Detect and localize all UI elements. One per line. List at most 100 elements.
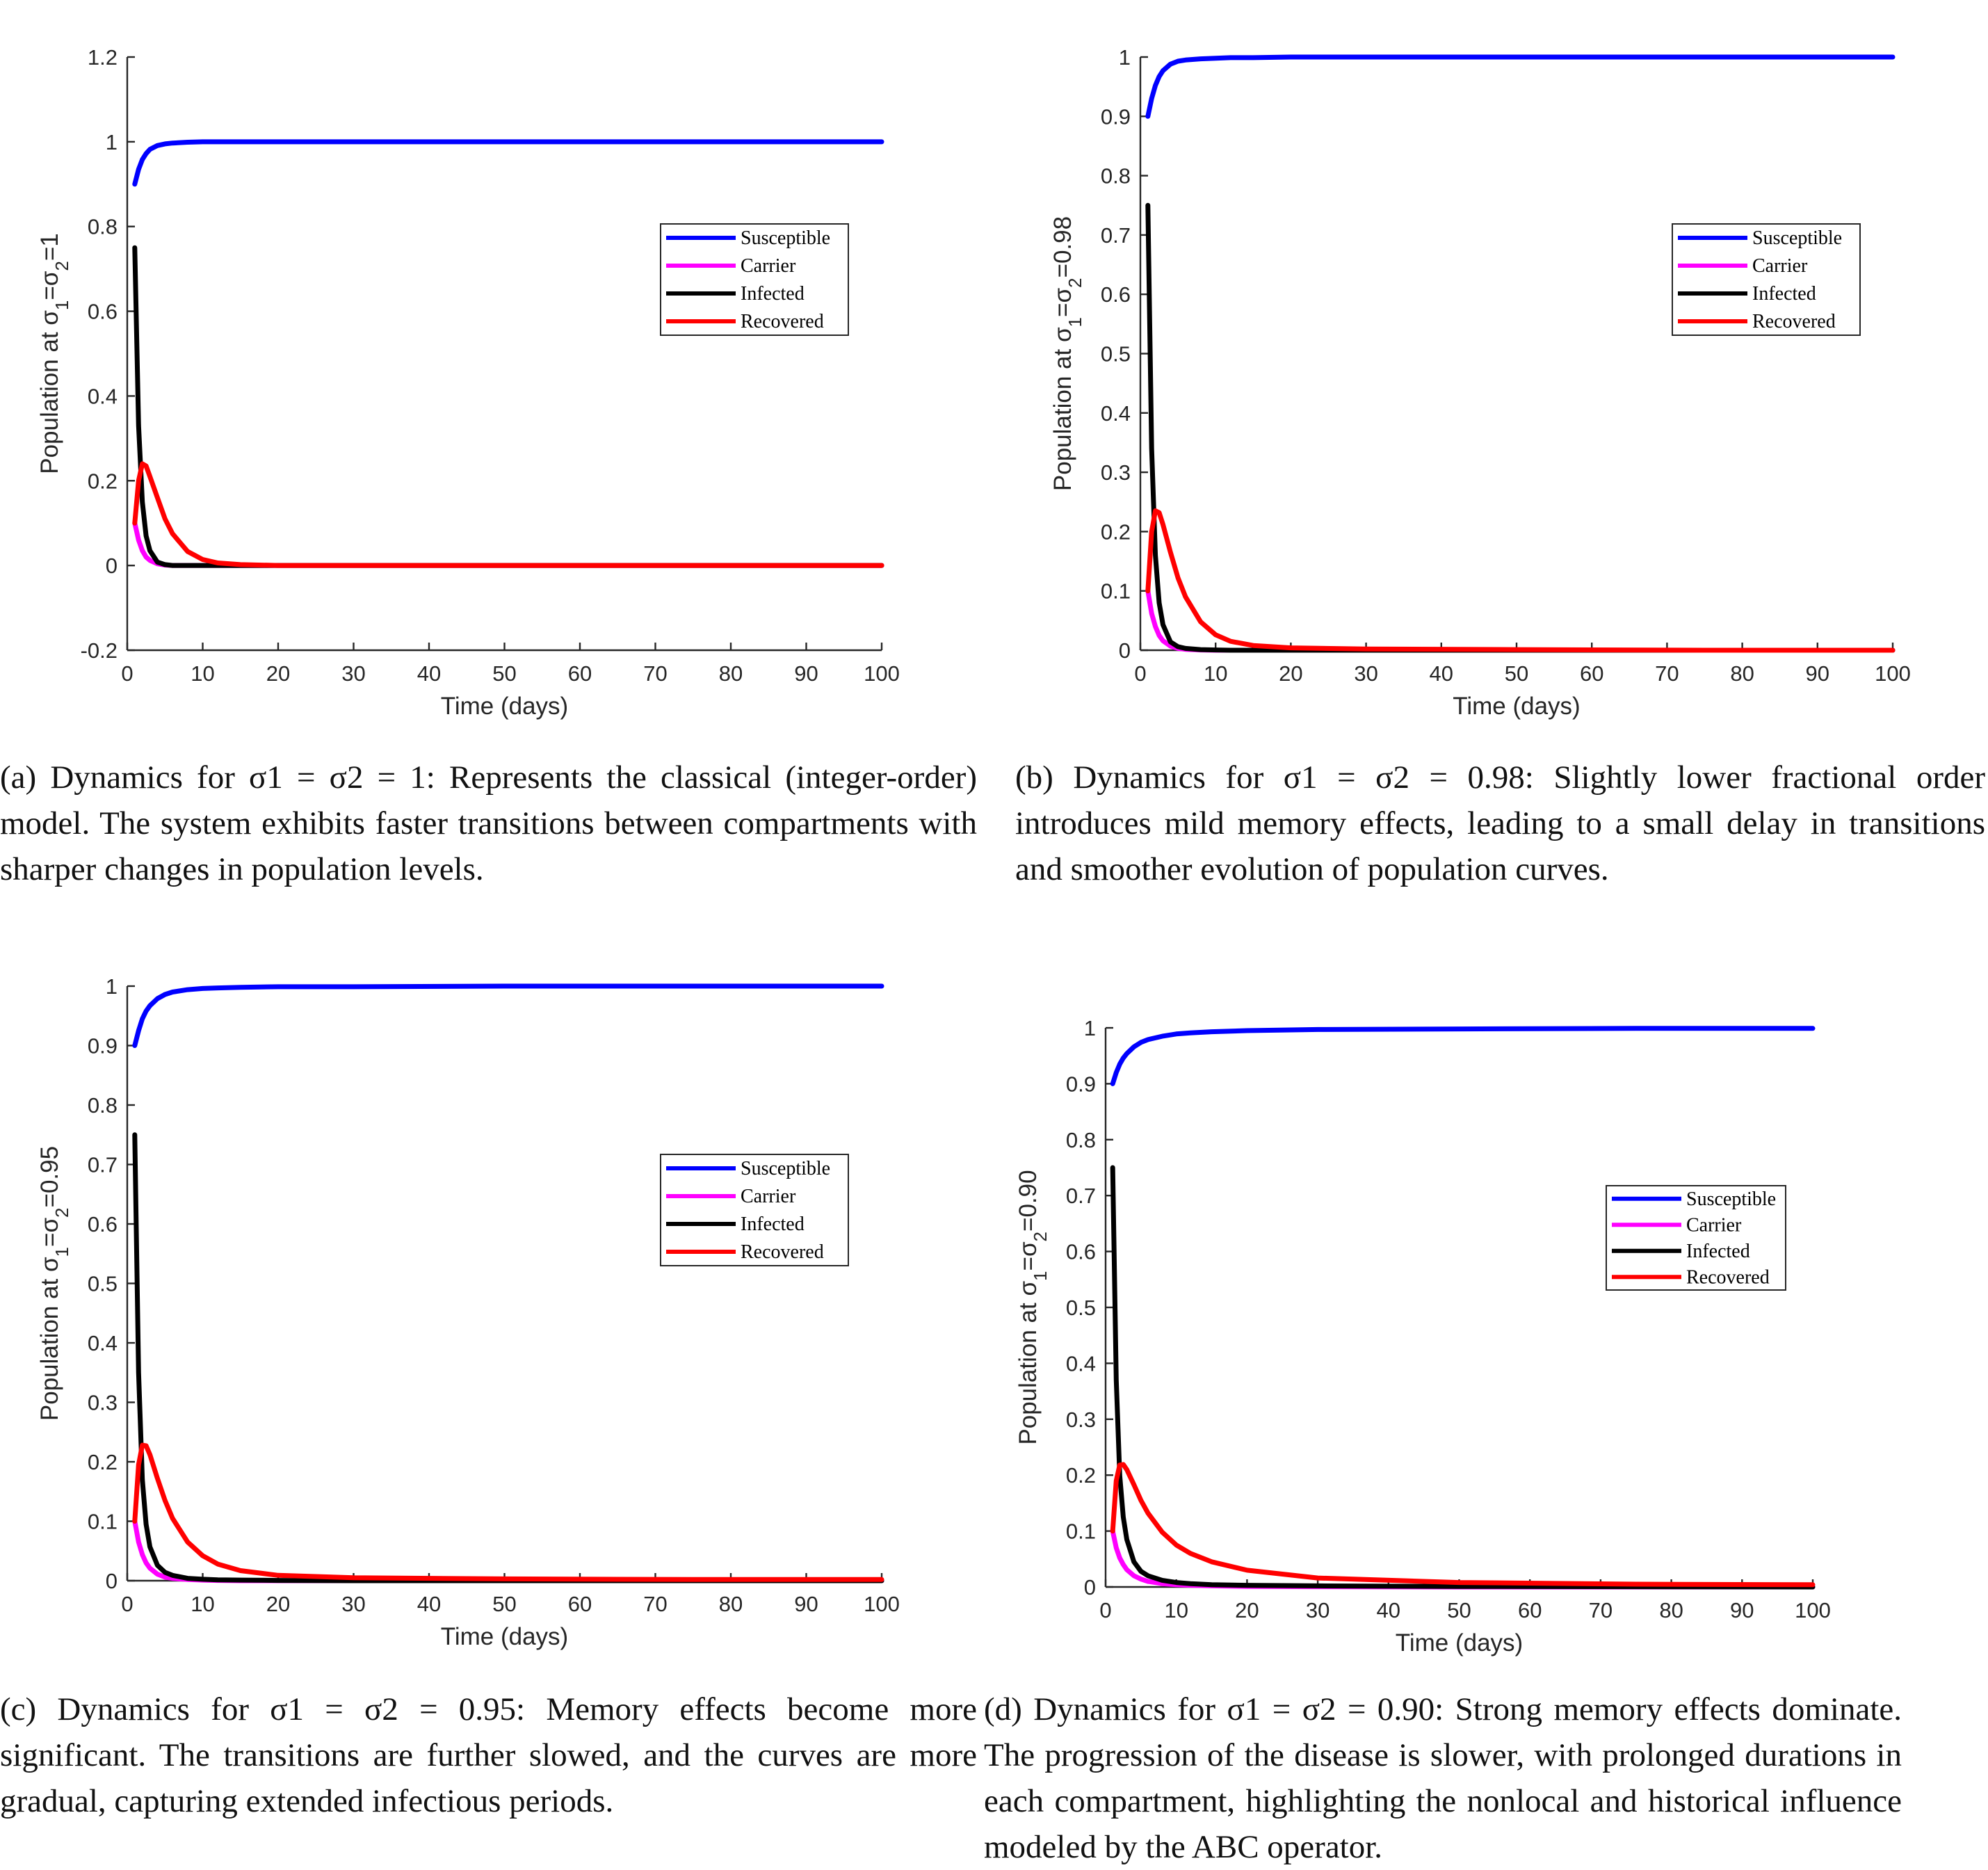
x-axis-label: Time (days) (441, 693, 568, 720)
y-tick-label: 0.6 (1101, 282, 1131, 307)
y-tick-label: 1 (106, 130, 118, 154)
chart-a: 0 10 20 30 40 50 60 70 80 90 100-0.200.20.40.60.81… (36, 45, 900, 720)
x-tick-label: 90 (794, 661, 818, 686)
series-line-recovered (1145, 508, 1896, 653)
chart-c: 0 10 20 30 40 50 60 70 80 90 100 0 0.1 0.2 0.3 0.4 0.5 0.… (36, 974, 900, 1650)
legend: Susceptible Carrier Infected Recovered (1672, 223, 1861, 336)
y-tick-label: 1 (1084, 1016, 1096, 1040)
x-tick-label: 10 (1204, 661, 1227, 686)
y-tick-label: 0.6 (1066, 1240, 1096, 1264)
y-tick-label: 0.7 (1101, 223, 1131, 248)
y-tick-label: 0 (1084, 1575, 1096, 1599)
y-tick-label: 0.1 (88, 1510, 118, 1534)
x-tick-label: 90 (1730, 1598, 1754, 1622)
legend-box (1672, 223, 1861, 336)
y-tick-label: 0.2 (88, 1450, 118, 1474)
y-tick-label: 0.3 (1066, 1408, 1096, 1432)
legend-label-carrier: Carrier (1752, 255, 1808, 277)
y-tick-label: 0.8 (1101, 164, 1131, 188)
x-tick-label: 70 (1655, 661, 1679, 686)
y-tick-label: 0.5 (1101, 342, 1131, 366)
x-tick-label: 100 (1875, 661, 1911, 686)
y-tick-label: 0.6 (88, 1212, 118, 1236)
legend-label-recovered: Recovered (741, 1241, 824, 1263)
y-tick-label: 0.7 (88, 1153, 118, 1177)
x-tick-label: 60 (1518, 1598, 1542, 1622)
x-tick-label: 90 (794, 1592, 818, 1616)
y-tick-label: 0.7 (1066, 1184, 1096, 1208)
y-tick-label: 0.4 (88, 1331, 118, 1355)
x-tick-label: 0 (121, 661, 133, 686)
x-tick-label: 10 (191, 1592, 214, 1616)
caption-a: (a) Dynamics for σ1 = σ2 = 1: Represents… (0, 759, 977, 887)
legend-box (1606, 1185, 1786, 1291)
legend: Susceptible Carrier Infected Recovered (660, 223, 849, 336)
x-tick-label: 70 (643, 661, 667, 686)
y-tick-label: 0.5 (88, 1272, 118, 1296)
legend-label-susceptible: Susceptible (1752, 227, 1842, 249)
x-tick-label: 50 (492, 1592, 516, 1616)
legend-box (660, 223, 849, 336)
legend-label-carrier: Carrier (741, 255, 796, 277)
y-tick-label: 0 (106, 554, 118, 578)
y-tick-label: 0.2 (88, 469, 118, 493)
legend-label-infected: Infected (1752, 283, 1816, 305)
y-tick-label: 0.4 (1101, 401, 1131, 426)
x-tick-label: 30 (341, 1592, 365, 1616)
series-line-susceptible (1145, 54, 1896, 119)
legend-box (660, 1154, 849, 1266)
y-tick-label: 1 (1119, 45, 1131, 70)
legend: Susceptible Carrier Infected Recovered (1606, 1185, 1786, 1291)
x-tick-label: 30 (1354, 661, 1377, 686)
legend-label-infected: Infected (1686, 1241, 1750, 1262)
y-tick-label: 0.3 (88, 1391, 118, 1415)
y-axis-label: Population at σ1=σ2=1 (36, 233, 72, 474)
y-tick-label: 0.4 (88, 384, 118, 408)
x-tick-label: 30 (341, 661, 365, 686)
series-line-recovered (1110, 1462, 1816, 1588)
x-axis-label: Time (days) (1396, 1629, 1523, 1657)
x-tick-label: 70 (1589, 1598, 1613, 1622)
y-tick-label: 0.1 (1101, 579, 1131, 604)
x-tick-label: 40 (417, 1592, 441, 1616)
x-tick-label: 60 (568, 1592, 592, 1616)
x-tick-label: 50 (1447, 1598, 1471, 1622)
y-tick-label: 0.1 (1066, 1520, 1096, 1544)
legend-label-susceptible: Susceptible (1686, 1188, 1776, 1210)
y-tick-label: -0.2 (81, 638, 118, 663)
x-tick-label: 20 (266, 1592, 290, 1616)
x-tick-label: 80 (719, 661, 743, 686)
x-tick-label: 0 (1134, 661, 1146, 686)
legend-label-carrier: Carrier (1686, 1214, 1742, 1236)
y-tick-label: 0.8 (1066, 1128, 1096, 1152)
y-axis-label: Population at σ1=σ2=0.95 (36, 1146, 72, 1421)
x-tick-label: 40 (417, 661, 441, 686)
series-line-infected (1110, 1165, 1816, 1590)
x-tick-label: 0 (121, 1592, 133, 1616)
x-tick-label: 100 (1795, 1598, 1831, 1622)
series-line-recovered (132, 1442, 884, 1582)
x-tick-label: 50 (1505, 661, 1528, 686)
y-tick-label: 0 (106, 1569, 118, 1593)
series-line-recovered (132, 461, 884, 568)
x-tick-label: 40 (1430, 661, 1453, 686)
legend-label-infected: Infected (741, 1214, 805, 1235)
x-tick-label: 70 (643, 1592, 667, 1616)
x-tick-label: 90 (1806, 661, 1829, 686)
x-tick-label: 80 (1659, 1598, 1683, 1622)
x-axis-label: Time (days) (1453, 693, 1580, 720)
x-tick-label: 10 (191, 661, 214, 686)
x-tick-label: 0 (1099, 1598, 1111, 1622)
legend: Susceptible Carrier Infected Recovered (660, 1154, 849, 1266)
x-tick-label: 10 (1164, 1598, 1188, 1622)
chart-d: 0 10 20 30 40 50 60 70 80 90 100 0 0.1 0.2 0.3 0.4 0.5 0.… (1015, 1016, 1831, 1657)
series-line-carrier (132, 520, 884, 568)
series-line-susceptible (132, 139, 884, 187)
series-line-infected (132, 1132, 884, 1583)
x-tick-label: 20 (1235, 1598, 1259, 1622)
x-tick-label: 60 (568, 661, 592, 686)
x-tick-label: 50 (492, 661, 516, 686)
x-tick-label: 80 (1730, 661, 1754, 686)
x-axis-label: Time (days) (441, 1623, 568, 1650)
y-axis-label: Population at σ1=σ2=0.98 (1049, 216, 1085, 491)
